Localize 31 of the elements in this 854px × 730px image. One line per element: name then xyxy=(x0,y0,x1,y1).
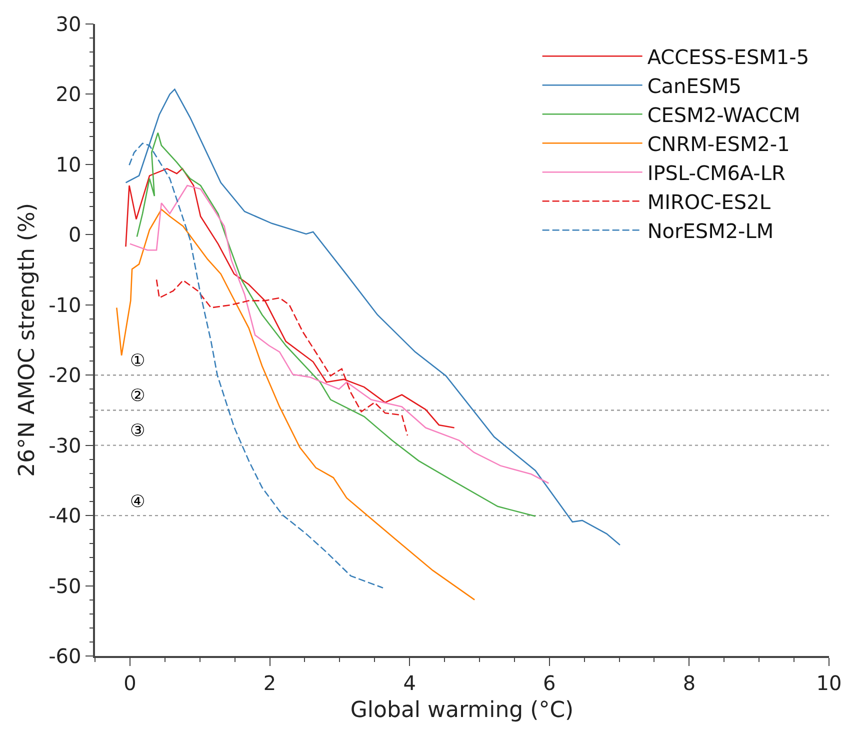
x-tick-label: 8 xyxy=(682,670,696,695)
legend-label: CESM2-WACCM xyxy=(647,102,800,127)
x-tick-label: 6 xyxy=(543,670,556,695)
ref-line-label: ② xyxy=(130,386,145,406)
y-tick-label: -20 xyxy=(48,363,82,388)
y-tick-label: -60 xyxy=(48,644,82,668)
x-axis-title: Global warming (°C) xyxy=(350,698,574,724)
y-tick-label: -10 xyxy=(48,292,82,317)
ref-line-label: ③ xyxy=(130,421,145,441)
x-tick-label: 10 xyxy=(816,670,842,695)
legend-label: CNRM-ESM2-1 xyxy=(647,132,790,156)
line-series xyxy=(129,184,550,484)
y-tick-label: -30 xyxy=(48,433,82,458)
y-tick-label: -50 xyxy=(48,574,82,598)
y-axis-title: 26°N AMOC strength (%) xyxy=(14,203,40,477)
line-series xyxy=(116,208,476,600)
legend-label: IPSL-CM6A-LR xyxy=(647,160,786,185)
legend-label: ACCESS-ESM1-5 xyxy=(647,44,810,69)
x-tick-label: 4 xyxy=(403,670,416,695)
legend-label: NorESM2-LM xyxy=(647,218,774,243)
legend-label: MIROC-ES2L xyxy=(647,190,772,214)
y-tick-label: -40 xyxy=(48,504,82,528)
x-tick-label: 2 xyxy=(263,670,276,695)
y-tick-label: 30 xyxy=(56,12,82,36)
ref-line-label: ④ xyxy=(130,492,145,512)
y-tick-label: 0 xyxy=(68,222,82,247)
ref-line-label: ① xyxy=(130,351,145,371)
legend-label: CanESM5 xyxy=(647,74,742,98)
y-tick-label: 20 xyxy=(56,82,82,106)
x-tick-label: 0 xyxy=(124,670,136,695)
y-tick-label: 10 xyxy=(56,152,82,176)
